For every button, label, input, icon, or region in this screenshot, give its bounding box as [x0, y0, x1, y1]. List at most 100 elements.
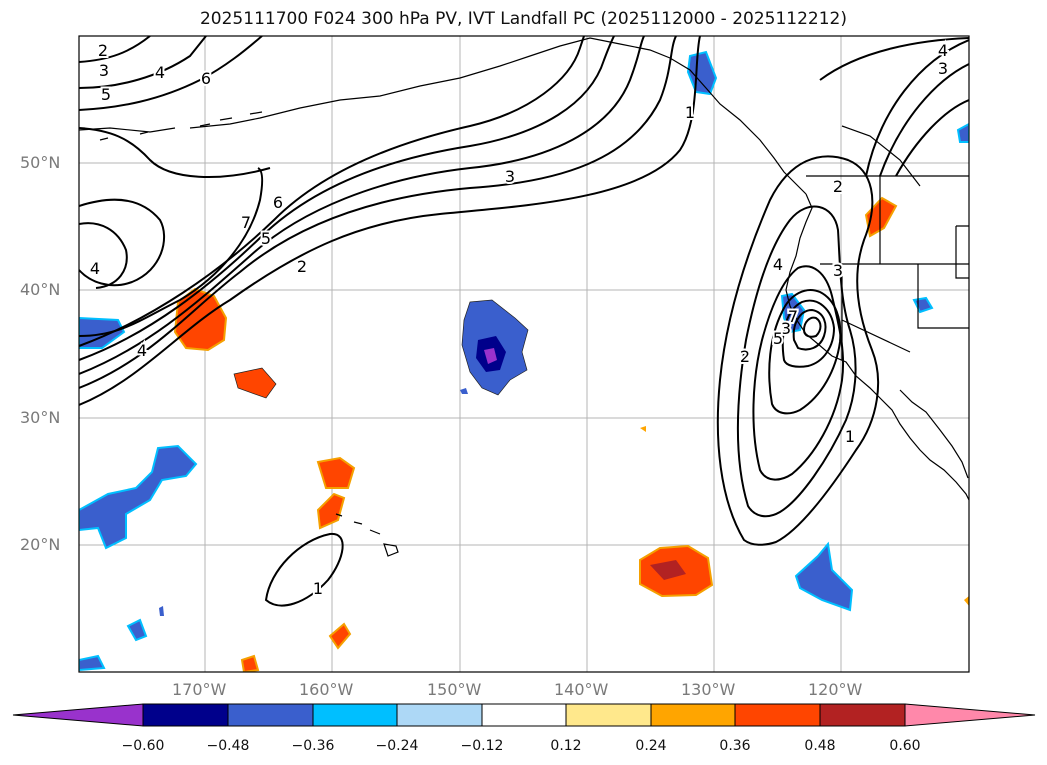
- pv-negative-area: [484, 348, 497, 364]
- contour-line: [865, 39, 969, 177]
- contour-label: 3: [505, 167, 515, 186]
- lat-label-40n: 40°N: [20, 280, 61, 299]
- pv-negative-area: [126, 618, 148, 642]
- contour-label: 5: [261, 229, 271, 248]
- colorbar-extend-high: [904, 703, 1036, 727]
- lon-label-130w: 130°W: [681, 680, 736, 699]
- contour-label: 4: [773, 255, 783, 274]
- contour-line: [79, 198, 166, 287]
- lat-label-30n: 30°N: [20, 408, 61, 427]
- contour-label: 3: [938, 59, 948, 78]
- pv-positive-area: [240, 654, 260, 672]
- north-america-coast: [785, 193, 969, 501]
- contour-line: [895, 99, 969, 177]
- contour-label: 7: [241, 213, 251, 232]
- plot-frame: [78, 35, 970, 673]
- contour-label: 4: [90, 259, 100, 278]
- colorbar-segment: [565, 703, 652, 727]
- contour-line: [79, 36, 263, 111]
- contour-label: 4: [155, 63, 165, 82]
- contour-line: [79, 36, 151, 63]
- contour-line: [79, 36, 701, 406]
- colorbar-segment: [819, 703, 906, 727]
- lon-label-160w: 160°W: [299, 680, 354, 699]
- contour-line: [768, 289, 842, 415]
- pv-positive-area: [233, 367, 277, 399]
- pv-negative-area: [956, 122, 969, 143]
- colorbar-segment: [734, 703, 821, 727]
- colorbar-tick: −0.24: [375, 738, 419, 754]
- colorbar-tick: 0.12: [550, 738, 582, 754]
- pv-negative-area: [79, 316, 126, 349]
- aleutian-islands: [99, 111, 263, 141]
- pv-positive-area: [316, 492, 346, 530]
- contour-line: [802, 316, 822, 338]
- contour-line: [79, 167, 264, 337]
- contour-label: 4: [137, 341, 147, 360]
- contour-label: 3: [781, 319, 791, 338]
- lat-label-20n: 20°N: [20, 535, 61, 554]
- colorbar-tick: 0.48: [804, 738, 836, 754]
- contour-line: [737, 205, 857, 518]
- contour-line: [79, 36, 645, 375]
- pv-negative-area: [460, 388, 468, 394]
- contour-label: 3: [833, 261, 843, 280]
- colorbar-tick: −0.12: [460, 738, 504, 754]
- colorbar-tick: 0.24: [635, 738, 667, 754]
- lon-label-170w: 170°W: [172, 680, 227, 699]
- colorbar-segment: [481, 703, 567, 727]
- pv-negative-area: [79, 654, 106, 672]
- ivt-contours: [79, 36, 969, 607]
- pv-negative-area: [794, 541, 854, 612]
- contour-line: [79, 127, 271, 179]
- contour-line: [752, 265, 845, 481]
- map-title: 2025111700 F024 300 hPa PV, IVT Landfall…: [199, 9, 847, 29]
- pv-negative-area: [159, 606, 164, 616]
- colorbar-tick: −0.36: [291, 738, 335, 754]
- contour-label: 2: [98, 41, 108, 60]
- contour-line: [79, 36, 677, 389]
- contour-label: 4: [938, 41, 948, 60]
- colorbar-tick: 0.60: [889, 738, 921, 754]
- colorbar-segment: [312, 703, 398, 727]
- contour-label: 3: [99, 61, 109, 80]
- colorbar-tick: −0.48: [206, 738, 250, 754]
- contour-line: [792, 308, 827, 351]
- pv-positive-area: [316, 456, 356, 489]
- contour-label: 6: [201, 69, 211, 88]
- contour-line: [79, 36, 207, 89]
- pv-positive-area: [640, 426, 646, 432]
- contour-line: [79, 222, 128, 289]
- pv-positive-area: [864, 196, 898, 238]
- contour-label: 1: [313, 579, 323, 598]
- contour-label: 5: [101, 85, 111, 104]
- contour-line: [716, 155, 880, 546]
- contour-line: [879, 63, 969, 177]
- colorbar-tick: 0.36: [719, 738, 751, 754]
- lon-label-140w: 140°W: [554, 680, 609, 699]
- colorbar-segment: [650, 703, 736, 727]
- colorbar-segment: [142, 703, 229, 727]
- contour-label: 6: [273, 193, 283, 212]
- contour-label: 1: [845, 427, 855, 446]
- pv-positive-area: [650, 560, 686, 580]
- contour-label: 7: [788, 307, 798, 326]
- contour-label: 5: [773, 329, 783, 348]
- pv-positive-area: [964, 596, 969, 606]
- colorbar: [12, 703, 1036, 727]
- hawaii-islands: [335, 513, 399, 557]
- contour-line: [79, 36, 585, 347]
- colorbar-tick: −0.60: [121, 738, 165, 754]
- colorbar-segment: [396, 703, 483, 727]
- lat-label-50n: 50°N: [20, 153, 61, 172]
- contour-label: 2: [833, 177, 843, 196]
- contour-label: 1: [685, 103, 695, 122]
- pv-positive-area: [328, 622, 352, 650]
- contour-label: 2: [297, 257, 307, 276]
- lon-label-120w: 120°W: [808, 680, 863, 699]
- contour-line: [264, 532, 344, 607]
- contour-label: 2: [740, 347, 750, 366]
- contour-line: [781, 299, 836, 368]
- pv-negative-area: [79, 444, 198, 550]
